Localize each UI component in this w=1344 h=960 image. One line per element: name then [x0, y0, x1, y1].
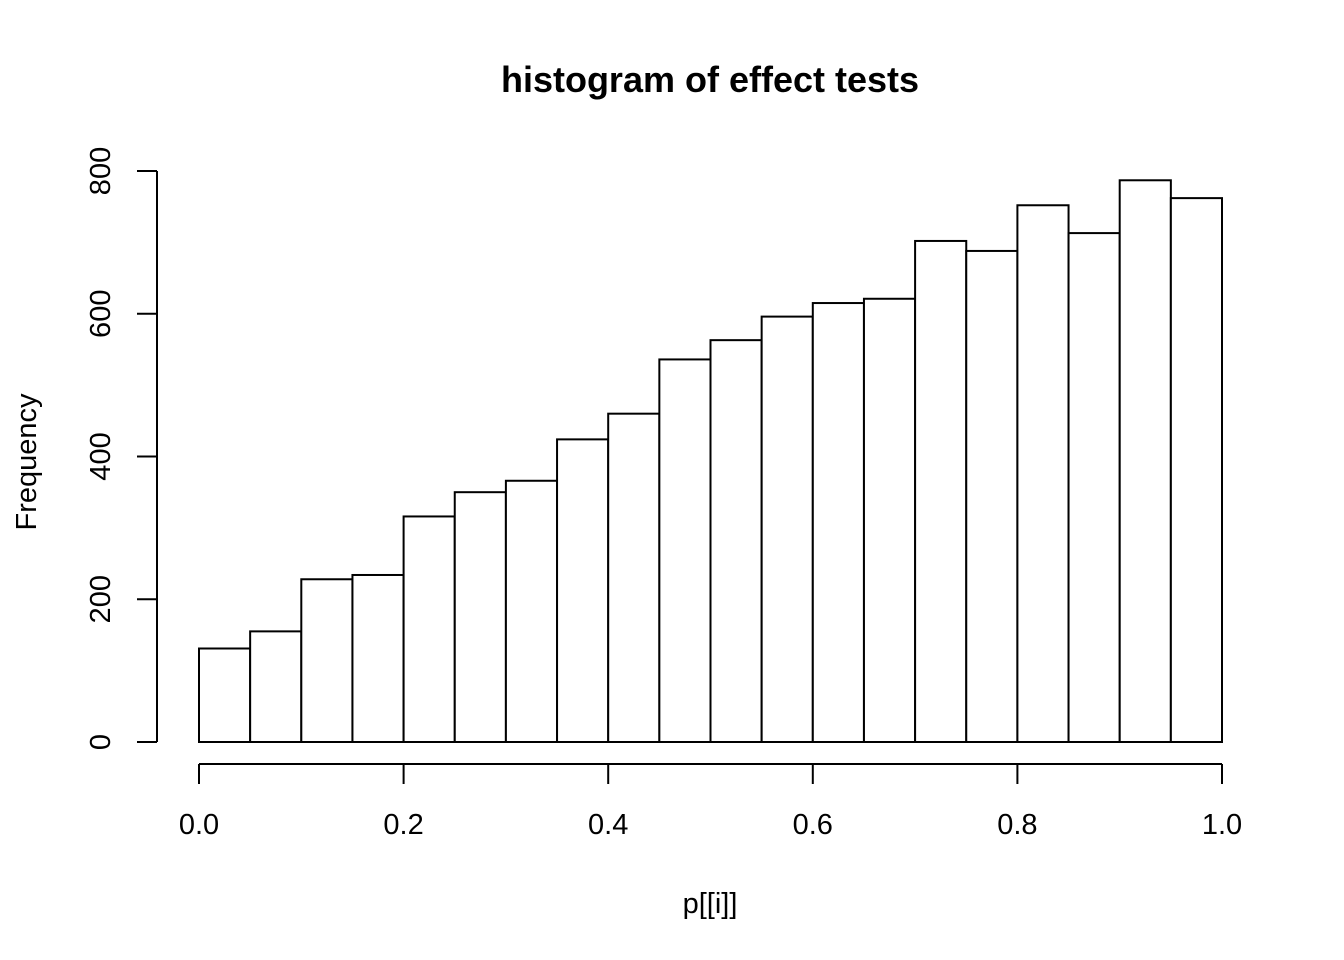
y-tick-label: 200: [85, 575, 117, 623]
histogram-bar: [965, 249, 1019, 743]
histogram-bar: [658, 358, 712, 743]
histogram-bar: [760, 315, 814, 743]
y-tick-label: 600: [85, 290, 117, 338]
histogram-bar: [504, 479, 559, 743]
histogram-bar: [709, 339, 763, 743]
y-axis-label: Frequency: [11, 393, 43, 531]
y-axis: 0 200 400 600 800: [85, 147, 158, 750]
x-axis-label: p[[i]]: [683, 888, 738, 920]
histogram-bar: [249, 630, 303, 744]
histogram-bar: [453, 491, 507, 743]
histogram-bar: [300, 578, 354, 744]
y-tick-label: 800: [85, 147, 117, 195]
chart-title: histogram of effect tests: [501, 59, 919, 100]
x-tick-label: 0.0: [179, 809, 219, 841]
y-tick-label: 400: [85, 432, 117, 480]
histogram-bar: [1118, 179, 1172, 743]
histogram-bar: [1016, 204, 1070, 743]
histogram-bar: [198, 647, 252, 744]
bars-group: [198, 179, 1223, 744]
histogram-bar: [811, 302, 865, 743]
x-tick-label: 0.2: [383, 809, 423, 841]
x-tick-label: 1.0: [1202, 809, 1242, 841]
histogram-bar: [1067, 232, 1121, 743]
histogram-bar: [862, 297, 917, 743]
x-tick-label: 0.4: [588, 809, 628, 841]
y-tick-label: 0: [85, 734, 117, 750]
histogram-bar: [556, 438, 610, 743]
histogram-bar: [914, 239, 968, 743]
histogram-bar: [402, 515, 456, 744]
x-tick-label: 0.8: [997, 809, 1037, 841]
histogram-bar: [351, 573, 405, 743]
x-tick-label: 0.6: [793, 809, 833, 841]
x-axis: 0.0 0.2 0.4 0.6 0.8 1.0: [179, 763, 1242, 841]
histogram-bar: [607, 412, 661, 743]
histogram-bar: [1169, 197, 1223, 743]
